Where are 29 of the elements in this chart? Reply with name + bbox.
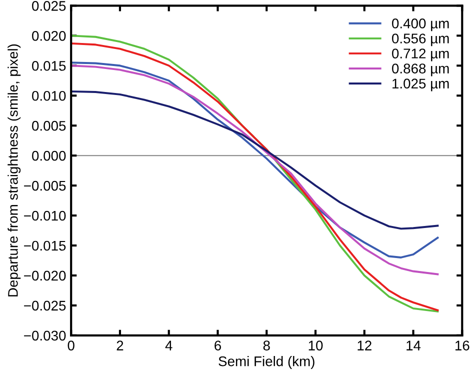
y-tick-label: 0.015 [32,60,66,71]
x-tick-label: 14 [406,340,421,350]
x-tick-label: 10 [308,340,323,350]
x-axis-title: Semi Field (km) [218,356,314,369]
y-axis-title: Departure from straightness (smile, pixel) [8,44,21,296]
y-tick-label: 0.020 [32,30,66,41]
x-tick-label: 16 [455,340,470,350]
y-tick-label: 0.005 [32,120,66,131]
y-tick-label: 0.000 [32,150,66,161]
y-tick-label: −0.030 [24,330,66,341]
y-tick-label: −0.020 [24,270,66,281]
y-tick-label: −0.005 [24,180,66,191]
x-tick-label: 12 [358,340,372,350]
x-tick-label: 6 [214,340,221,350]
x-tick-label: 2 [116,340,124,350]
line-series [71,90,439,230]
legend-label: 0.868 µm [392,64,449,76]
x-tick-label: 0 [68,340,74,350]
y-tick-label: 0.010 [32,90,66,101]
y-tick-label: −0.010 [24,210,66,221]
legend-label: 0.556 µm [392,34,449,46]
legend-label: 0.400 µm [392,18,449,32]
legend-label: 0.712 µm [392,48,449,62]
x-tick-label: 8 [263,340,270,350]
legend-label: 1.025 µm [392,78,449,92]
y-tick-label: −0.025 [24,300,66,311]
y-tick-label: −0.015 [24,240,66,251]
x-tick-label: 4 [165,340,172,350]
y-tick-label: 0.025 [32,1,66,11]
